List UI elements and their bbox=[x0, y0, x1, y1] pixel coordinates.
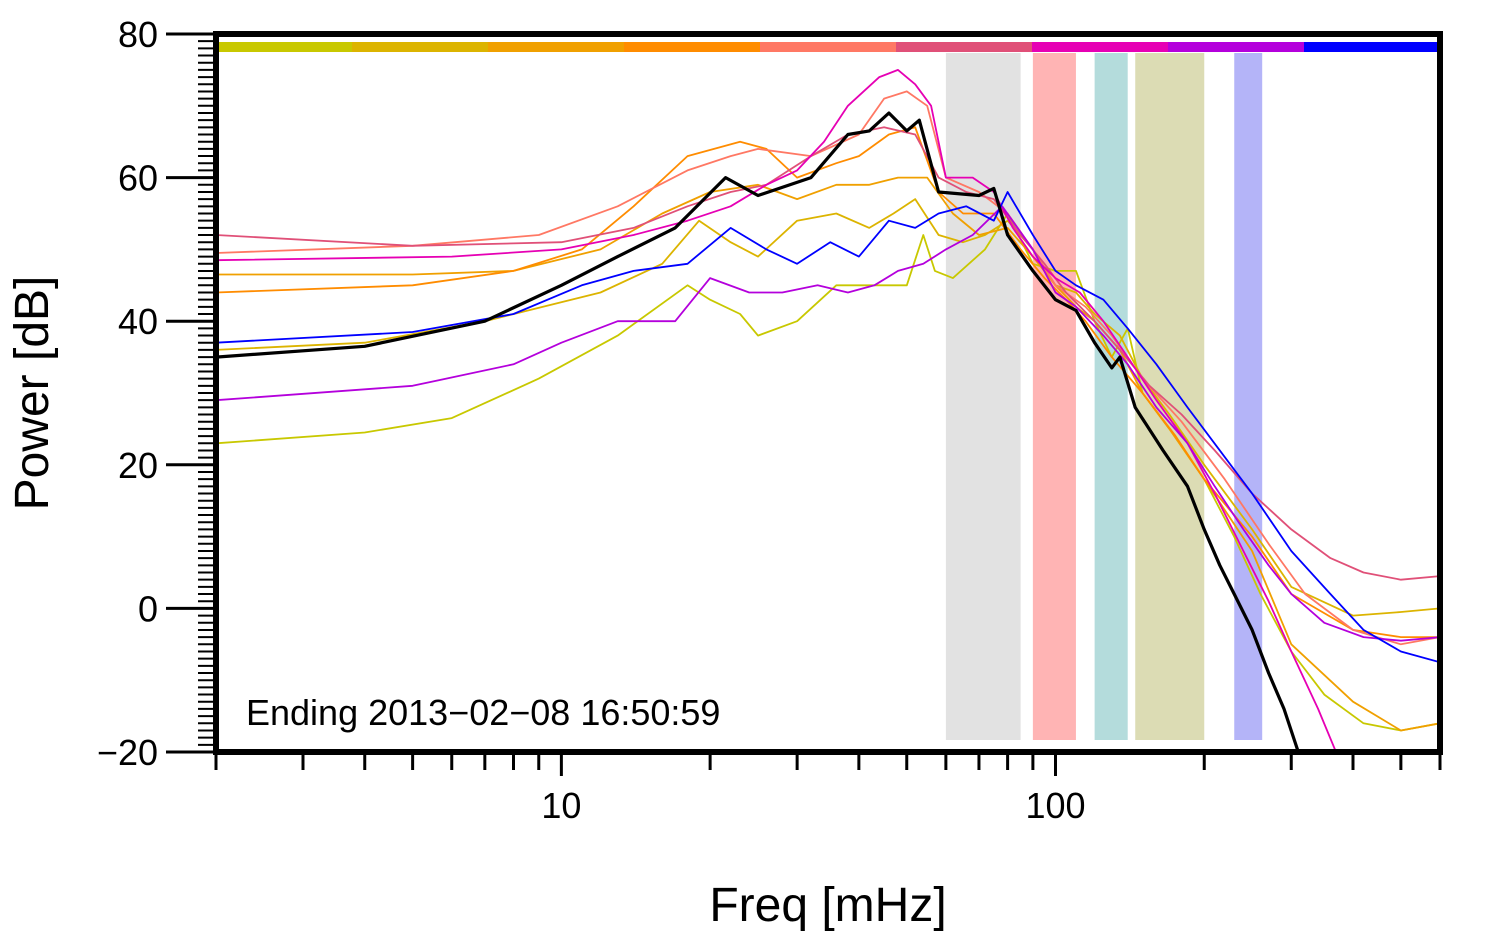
freq-band-0 bbox=[945, 53, 1021, 740]
y-tick-label: 40 bbox=[118, 301, 158, 342]
series-line-dark-orange bbox=[216, 126, 1440, 638]
series-line-mean bbox=[216, 111, 1300, 752]
color-bar-segment-2 bbox=[488, 42, 625, 52]
plot-frame bbox=[213, 31, 1443, 755]
freq-band-1 bbox=[1032, 53, 1076, 740]
ending-timestamp: Ending 2013−02−08 16:50:59 bbox=[246, 692, 720, 733]
color-bar bbox=[216, 42, 1441, 52]
y-tick-label: 0 bbox=[138, 588, 158, 629]
y-axis-title: Power [dB] bbox=[6, 276, 59, 511]
frequency-bands bbox=[945, 53, 1263, 740]
y-tick-label: −20 bbox=[97, 732, 158, 773]
freq-band-4 bbox=[1234, 53, 1263, 740]
series-line-salmon bbox=[216, 90, 1440, 646]
color-bar-segment-0 bbox=[216, 42, 353, 52]
color-bar-segment-6 bbox=[1032, 42, 1169, 52]
x-axis-ticks bbox=[214, 752, 1442, 776]
color-bar-segment-4 bbox=[760, 42, 897, 52]
series-lines bbox=[216, 69, 1440, 752]
series-line-blue bbox=[216, 191, 1440, 664]
y-tick-label: 20 bbox=[118, 445, 158, 486]
freq-band-3 bbox=[1135, 53, 1205, 740]
color-bar-segment-5 bbox=[896, 42, 1033, 52]
series-line-magenta bbox=[216, 69, 1337, 752]
color-bar-segment-1 bbox=[352, 42, 489, 52]
x-tick-labels: 10 100 bbox=[541, 785, 1085, 826]
x-axis-title: Freq [mHz] bbox=[709, 879, 946, 932]
freq-band-2 bbox=[1094, 53, 1128, 740]
x-tick-label: 10 bbox=[541, 785, 581, 826]
y-tick-labels: −20 0 20 40 60 80 bbox=[97, 14, 158, 773]
color-bar-segment-3 bbox=[624, 42, 761, 52]
series-line-purple bbox=[216, 205, 1440, 642]
color-bar-segment-8 bbox=[1304, 42, 1441, 52]
series-line-orange bbox=[216, 176, 1440, 732]
y-tick-label: 60 bbox=[118, 158, 158, 199]
y-axis-ticks bbox=[166, 32, 216, 754]
color-bar-segment-7 bbox=[1168, 42, 1305, 52]
x-tick-label: 100 bbox=[1025, 785, 1085, 826]
y-tick-label: 80 bbox=[118, 14, 158, 55]
series-line-gold bbox=[216, 198, 1440, 617]
